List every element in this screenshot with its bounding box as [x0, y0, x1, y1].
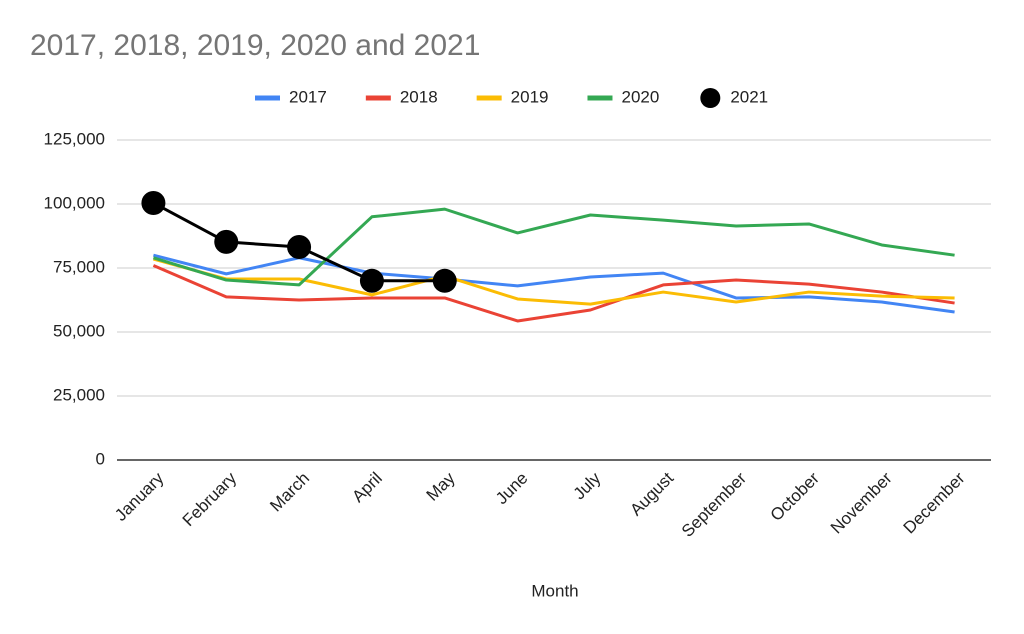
x-axis-label: Month — [531, 581, 578, 600]
legend-label: 2018 — [400, 87, 438, 106]
y-tick-label: 25,000 — [53, 385, 105, 404]
y-tick-label: 125,000 — [44, 129, 105, 148]
y-tick-label: 50,000 — [53, 321, 105, 340]
point-marker — [359, 268, 384, 293]
series-line — [153, 257, 955, 306]
chart-title: 2017, 2018, 2019, 2020 and 2021 — [30, 29, 480, 62]
point-marker — [432, 268, 457, 293]
legend-label: 2021 — [730, 87, 768, 106]
y-tick-label: 100,000 — [44, 193, 105, 212]
legend-marker — [700, 88, 721, 108]
point-marker — [141, 190, 166, 215]
legend-label: 2019 — [511, 87, 549, 106]
legend-label: 2020 — [621, 87, 659, 106]
y-tick-label: 0 — [96, 449, 105, 468]
series-line — [152, 207, 955, 287]
y-tick-label: 75,000 — [53, 257, 105, 276]
series-line — [153, 253, 955, 314]
point-marker — [287, 235, 312, 260]
series-line — [152, 264, 955, 323]
legend-label: 2017 — [289, 87, 327, 106]
point-marker — [214, 229, 239, 254]
